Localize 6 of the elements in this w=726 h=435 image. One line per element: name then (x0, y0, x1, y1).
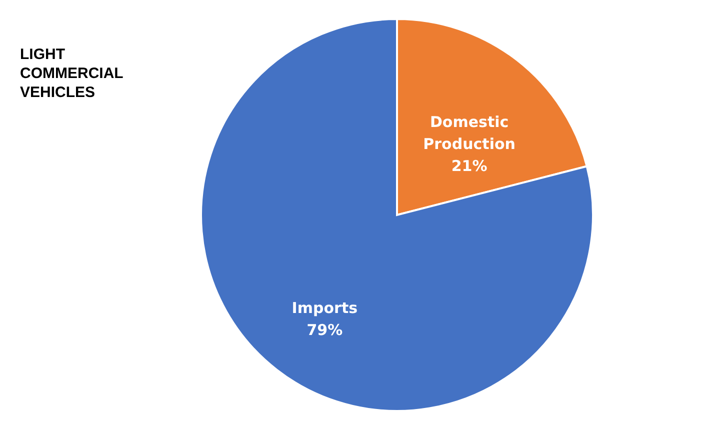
pie-slice (200, 18, 594, 412)
data-label: 79% (306, 321, 343, 340)
slice-label: Domestic Production (423, 112, 516, 153)
data-label: 21% (451, 156, 488, 175)
text: LIGHT COMMERCIAL VEHICLES (20, 46, 124, 101)
slice-label: Imports (292, 299, 358, 318)
